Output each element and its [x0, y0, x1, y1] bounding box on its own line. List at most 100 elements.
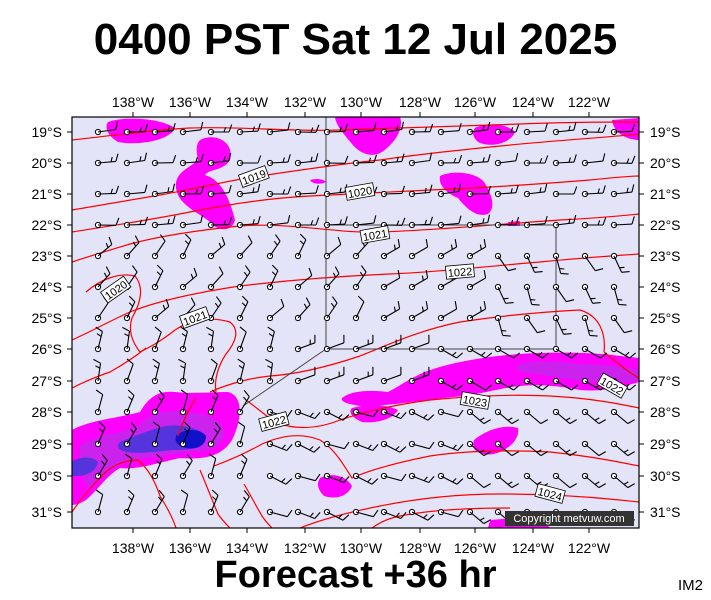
wind-barb — [323, 123, 349, 136]
wind-barb — [352, 366, 374, 385]
wind-barb — [466, 472, 491, 489]
wind-barb — [494, 314, 511, 337]
wind-barb — [323, 508, 350, 521]
wind-barb — [581, 408, 606, 425]
wind-barb — [610, 408, 635, 425]
forecast-label: Forecast +36 hr — [214, 554, 497, 596]
wind-barb — [352, 215, 377, 229]
longitude-label: 126°W — [454, 94, 497, 110]
svg-text:1020: 1020 — [347, 185, 373, 201]
wind-barb — [207, 266, 224, 291]
wind-barb — [323, 472, 350, 484]
wind-barb — [466, 408, 491, 425]
wind-barb — [151, 234, 166, 260]
wind-barb — [466, 153, 491, 167]
latitude-label: 28°S — [650, 404, 681, 420]
wind-barb — [380, 408, 407, 420]
wind-barb — [123, 184, 148, 198]
wind-barb — [179, 121, 204, 136]
wind-barb — [466, 508, 491, 525]
wind-barb — [408, 123, 434, 136]
wind-barb — [408, 301, 429, 322]
latitude-label: 29°S — [31, 436, 62, 452]
wind-barb — [294, 124, 320, 136]
wind-barb — [437, 239, 458, 260]
wind-barb — [552, 314, 572, 335]
wind-barb — [380, 185, 406, 198]
wind-barb — [610, 155, 636, 167]
wind-barb — [466, 214, 491, 229]
longitude-label: 130°W — [340, 540, 383, 556]
wind-barb — [466, 345, 493, 359]
wind-barb — [581, 283, 601, 304]
latitude-label: 25°S — [31, 310, 62, 326]
wind-barb — [179, 489, 189, 516]
rain-area — [72, 457, 98, 476]
wind-barb — [494, 345, 521, 359]
wind-barb — [408, 472, 435, 484]
wind-barb — [207, 389, 219, 416]
wind-barb — [494, 124, 520, 136]
wind-barb — [236, 390, 250, 416]
wind-barb — [179, 421, 191, 448]
wind-barb — [581, 440, 606, 457]
latitude-label: 24°S — [650, 279, 681, 295]
wind-barb — [179, 389, 189, 416]
longitude-labels-bottom: 138°W 136°W 134°W 132°W 130°W 128°W 126°W 124°W… — [112, 540, 611, 556]
latitude-label: 21°S — [31, 186, 62, 202]
wind-barb — [523, 215, 548, 229]
wind-barb — [380, 334, 402, 353]
wind-barb — [266, 264, 279, 291]
wind-barb — [236, 421, 246, 448]
wind-barb — [380, 153, 405, 167]
latitude-label: 25°S — [650, 310, 681, 326]
wind-barb — [294, 217, 320, 229]
wind-barb — [437, 183, 462, 198]
wind-barb — [294, 334, 316, 353]
longitude-label: 124°W — [512, 94, 555, 110]
wind-barb — [266, 234, 281, 260]
wind-barb — [523, 155, 549, 167]
wind-barb — [466, 185, 492, 198]
wind-barb — [236, 490, 250, 516]
wind-barb — [266, 186, 292, 198]
wind-barb — [294, 508, 321, 520]
wind-barb — [437, 301, 458, 322]
wind-barb — [236, 183, 261, 198]
wind-barb — [266, 440, 293, 452]
wind-barb — [294, 472, 321, 482]
rain-area — [310, 178, 326, 184]
wind-barb — [581, 472, 606, 489]
wind-barb — [236, 155, 262, 167]
wind-barb — [236, 123, 261, 136]
wind-barb — [294, 440, 321, 453]
wind-barb — [323, 184, 348, 198]
latitude-label: 30°S — [650, 468, 681, 484]
wind-barb — [122, 326, 131, 353]
wind-barb — [323, 155, 349, 167]
longitude-label: 130°W — [340, 94, 383, 110]
wind-barb — [94, 185, 120, 198]
wind-barb — [494, 283, 514, 304]
map-title: 0400 PST Sat 12 Jul 2025 — [93, 15, 618, 64]
wind-barb — [236, 265, 251, 291]
longitude-label: 136°W — [169, 94, 212, 110]
wind-barb — [408, 270, 429, 291]
wind-barb — [94, 266, 111, 291]
wind-barb — [523, 377, 550, 391]
wind-barb — [123, 152, 148, 167]
wind-barb — [466, 301, 487, 322]
wind-barb — [294, 408, 321, 420]
wind-barb — [494, 377, 521, 391]
wind-barb — [294, 153, 319, 167]
wind-barb — [94, 121, 119, 136]
wind-barb — [380, 366, 402, 385]
wind-barb — [552, 122, 577, 136]
wind-barb — [466, 121, 491, 136]
wind-barb — [610, 123, 636, 136]
wind-barb — [179, 153, 204, 167]
wind-barb — [552, 214, 577, 229]
wind-barb — [494, 152, 519, 167]
wind-barb — [266, 122, 291, 136]
